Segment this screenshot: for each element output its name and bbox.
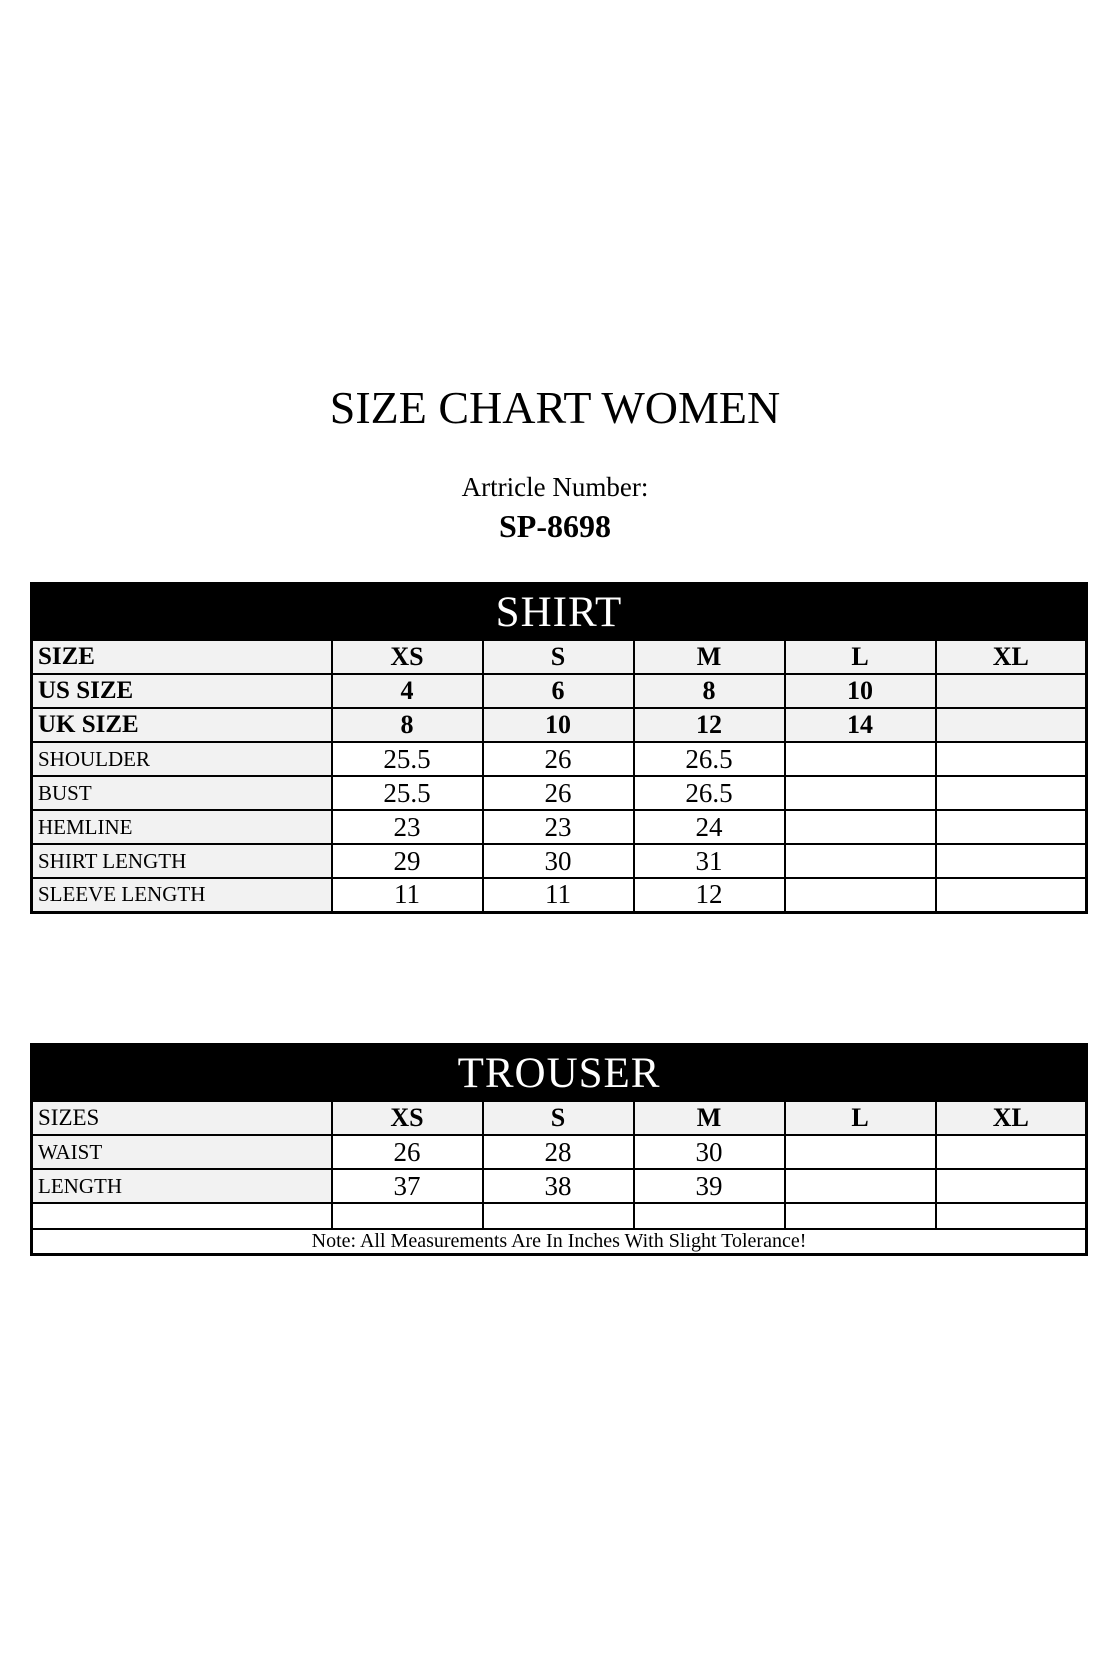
shirt-size-header-s: S <box>481 639 635 675</box>
trouser-cell <box>481 1202 635 1230</box>
shirt-us-size-row: US SIZE 4 6 8 10 <box>30 673 1088 709</box>
trouser-length-row: LENGTH 37 38 39 <box>30 1168 1088 1204</box>
shirt-cell <box>934 707 1088 743</box>
trouser-cell: 37 <box>330 1168 484 1204</box>
trouser-banner-title: TROUSER <box>30 1043 1088 1102</box>
trouser-cell: 28 <box>481 1134 635 1170</box>
page-title: SIZE CHART WOMEN <box>329 382 781 433</box>
shirt-banner-row: SHIRT <box>30 582 1088 641</box>
shirt-cell: 26.5 <box>632 775 786 811</box>
shirt-cell <box>783 809 937 845</box>
shirt-size-header-row: SIZE XS S M L XL <box>30 639 1088 675</box>
shirt-sleeve-length-row: SLEEVE LENGTH 11 11 12 <box>30 877 1088 913</box>
shirt-cell <box>934 741 1088 777</box>
trouser-size-header-xs: XS <box>330 1100 484 1136</box>
shirt-cell: 24 <box>632 809 786 845</box>
trouser-size-table: TROUSER SIZES XS S M L XL WAIST 26 28 30… <box>30 1043 1089 1256</box>
shirt-cell <box>783 877 937 913</box>
shirt-row-label: UK SIZE <box>30 707 333 743</box>
trouser-size-header-s: S <box>481 1100 635 1136</box>
trouser-banner-row: TROUSER <box>30 1043 1088 1102</box>
shirt-uk-size-row: UK SIZE 8 10 12 14 <box>30 707 1088 743</box>
shirt-cell <box>934 809 1088 845</box>
shirt-cell: 31 <box>632 843 786 879</box>
article-number-label: Artricle Number: <box>461 472 649 502</box>
shirt-cell: 23 <box>330 809 484 845</box>
shirt-cell: 29 <box>330 843 484 879</box>
trouser-cell <box>632 1202 786 1230</box>
shirt-cell <box>934 673 1088 709</box>
note-row: Note: All Measurements Are In Inches Wit… <box>30 1228 1088 1256</box>
trouser-row-label: SIZES <box>30 1100 333 1136</box>
shirt-cell: 10 <box>783 673 937 709</box>
trouser-cell <box>934 1134 1088 1170</box>
trouser-cell <box>934 1202 1088 1230</box>
shirt-banner-title: SHIRT <box>30 582 1088 641</box>
shirt-cell: 6 <box>481 673 635 709</box>
shirt-cell: 11 <box>481 877 635 913</box>
shirt-size-header-m: M <box>632 639 786 675</box>
trouser-row-label: LENGTH <box>30 1168 333 1204</box>
shirt-cell <box>934 775 1088 811</box>
article-number-value: SP-8698 <box>499 508 611 544</box>
shirt-cell <box>934 843 1088 879</box>
shirt-cell <box>783 741 937 777</box>
trouser-size-header-xl: XL <box>934 1100 1088 1136</box>
trouser-cell <box>783 1134 937 1170</box>
trouser-cell <box>783 1202 937 1230</box>
trouser-cell: 30 <box>632 1134 786 1170</box>
shirt-row-label: SHIRT LENGTH <box>30 843 333 879</box>
shirt-row-label: SIZE <box>30 639 333 675</box>
shirt-size-header-xs: XS <box>330 639 484 675</box>
trouser-cell <box>934 1168 1088 1204</box>
shirt-cell: 25.5 <box>330 741 484 777</box>
shirt-size-header-xl: XL <box>934 639 1088 675</box>
shirt-row-label: BUST <box>30 775 333 811</box>
trouser-cell <box>783 1168 937 1204</box>
shirt-cell: 11 <box>330 877 484 913</box>
shirt-cell <box>934 877 1088 913</box>
shirt-cell: 26 <box>481 741 635 777</box>
shirt-row-label: SHOULDER <box>30 741 333 777</box>
trouser-row-label: WAIST <box>30 1134 333 1170</box>
trouser-size-header-m: M <box>632 1100 786 1136</box>
shirt-cell <box>783 775 937 811</box>
measurement-note: Note: All Measurements Are In Inches Wit… <box>30 1228 1088 1256</box>
trouser-size-header-row: SIZES XS S M L XL <box>30 1100 1088 1136</box>
shirt-row-label: US SIZE <box>30 673 333 709</box>
shirt-cell: 8 <box>330 707 484 743</box>
shirt-cell: 10 <box>481 707 635 743</box>
trouser-cell: 39 <box>632 1168 786 1204</box>
shirt-cell: 26.5 <box>632 741 786 777</box>
shirt-length-row: SHIRT LENGTH 29 30 31 <box>30 843 1088 879</box>
shirt-size-header-l: L <box>783 639 937 675</box>
shirt-cell: 23 <box>481 809 635 845</box>
shirt-row-label: HEMLINE <box>30 809 333 845</box>
trouser-cell <box>330 1202 484 1230</box>
shirt-cell: 26 <box>481 775 635 811</box>
trouser-size-header-l: L <box>783 1100 937 1136</box>
shirt-size-table: SHIRT SIZE XS S M L XL US SIZE 4 6 8 10 … <box>30 582 1088 914</box>
shirt-bust-row: BUST 25.5 26 26.5 <box>30 775 1088 811</box>
trouser-waist-row: WAIST 26 28 30 <box>30 1134 1088 1170</box>
shirt-row-label: SLEEVE LENGTH <box>30 877 333 913</box>
trouser-cell <box>30 1202 333 1230</box>
shirt-cell: 14 <box>783 707 937 743</box>
trouser-cell: 38 <box>481 1168 635 1204</box>
shirt-cell: 30 <box>481 843 635 879</box>
shirt-cell: 25.5 <box>330 775 484 811</box>
shirt-shoulder-row: SHOULDER 25.5 26 26.5 <box>30 741 1088 777</box>
shirt-hemline-row: HEMLINE 23 23 24 <box>30 809 1088 845</box>
shirt-cell: 8 <box>632 673 786 709</box>
shirt-cell: 12 <box>632 707 786 743</box>
trouser-cell: 26 <box>330 1134 484 1170</box>
shirt-cell: 4 <box>330 673 484 709</box>
trouser-empty-row <box>30 1202 1088 1230</box>
shirt-cell <box>783 843 937 879</box>
shirt-cell: 12 <box>632 877 786 913</box>
